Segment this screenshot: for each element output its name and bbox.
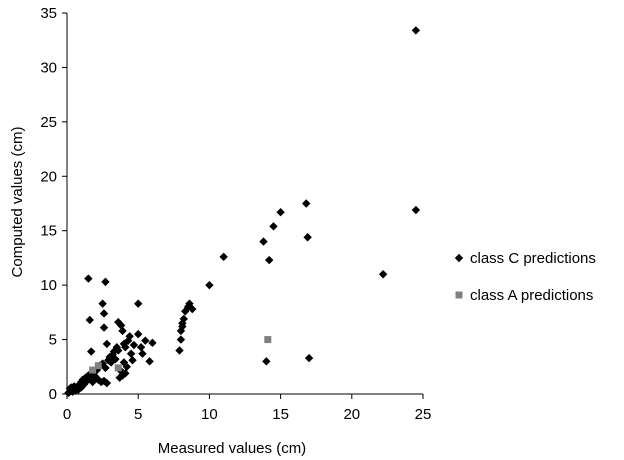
class-c-point: [111, 354, 120, 364]
class-c-point: [106, 358, 116, 367]
y-tick-label: 35: [40, 5, 57, 22]
class-a-point: [89, 366, 97, 374]
class-c-point: [303, 233, 312, 242]
class-a-point: [114, 364, 122, 372]
x-tick-label: 0: [63, 406, 71, 423]
x-tick-label: 10: [201, 406, 218, 423]
y-tick-label: 20: [40, 168, 57, 185]
class-c-point: [269, 222, 278, 231]
class-c-point: [262, 357, 271, 366]
class-c-point: [99, 309, 109, 318]
series-class-a: [89, 336, 272, 374]
class-c-point: [102, 339, 112, 349]
class-c-point: [302, 199, 311, 208]
class-c-point: [148, 338, 157, 348]
class-c-point: [98, 299, 107, 308]
class-c-point: [118, 326, 127, 336]
data-points: [64, 26, 421, 398]
legend-square-marker: [455, 291, 463, 299]
class-c-point: [265, 255, 274, 265]
class-c-point: [134, 329, 143, 339]
class-a-point: [94, 362, 102, 370]
series-class-c: [64, 26, 421, 398]
y-tick-label: 10: [40, 277, 57, 294]
legend-label: class A predictions: [470, 287, 593, 304]
class-a-point: [264, 336, 272, 344]
class-c-point: [84, 274, 93, 283]
class-c-point: [121, 369, 130, 378]
class-c-point: [101, 277, 110, 287]
class-c-point: [411, 205, 421, 215]
class-c-point: [126, 349, 136, 358]
class-c-point: [122, 362, 132, 371]
class-c-point: [129, 340, 139, 350]
class-c-point: [378, 270, 388, 279]
class-c-point: [304, 353, 314, 363]
legend-diamond-marker: [454, 253, 464, 263]
class-c-point: [176, 335, 186, 344]
class-c-point: [85, 315, 94, 325]
legend: class C predictions class A predictions: [454, 250, 596, 304]
class-c-point: [119, 358, 129, 367]
x-tick-label: 20: [343, 406, 360, 423]
class-c-point: [259, 237, 268, 246]
class-c-point: [188, 304, 197, 314]
x-axis-title: Measured values (cm): [158, 440, 306, 457]
class-c-point: [136, 342, 146, 352]
class-c-point: [87, 347, 96, 356]
class-c-point: [411, 26, 421, 35]
y-tick-label: 0: [49, 386, 57, 403]
class-c-point: [74, 385, 83, 394]
class-c-point: [205, 280, 214, 290]
class-c-point: [128, 356, 137, 365]
class-c-point: [121, 342, 130, 352]
class-c-point: [102, 378, 112, 388]
class-c-point: [134, 299, 143, 308]
axes: 0 5 10 15 20 25 0 5 10 15 20 25 30 35: [40, 5, 431, 423]
x-tick-label: 5: [134, 406, 142, 423]
y-tick-label: 30: [40, 59, 57, 76]
class-c-point: [114, 346, 123, 355]
y-axis-title: Computed values (cm): [9, 127, 26, 278]
class-c-point: [99, 323, 109, 332]
class-c-point: [219, 252, 228, 262]
x-tick-label: 15: [272, 406, 289, 423]
class-c-point: [175, 346, 184, 355]
legend-label: class C predictions: [470, 250, 596, 267]
class-c-point: [109, 347, 119, 356]
class-c-point: [276, 208, 285, 217]
class-c-point: [145, 357, 154, 366]
y-tick-label: 25: [40, 114, 57, 131]
class-c-point: [141, 336, 150, 345]
x-tick-label: 25: [415, 406, 432, 423]
y-tick-label: 15: [40, 223, 57, 240]
y-tick-label: 5: [49, 332, 57, 349]
class-c-point: [125, 332, 134, 341]
class-c-point: [101, 363, 110, 373]
class-c-point: [138, 349, 147, 358]
class-c-point: [179, 314, 188, 324]
